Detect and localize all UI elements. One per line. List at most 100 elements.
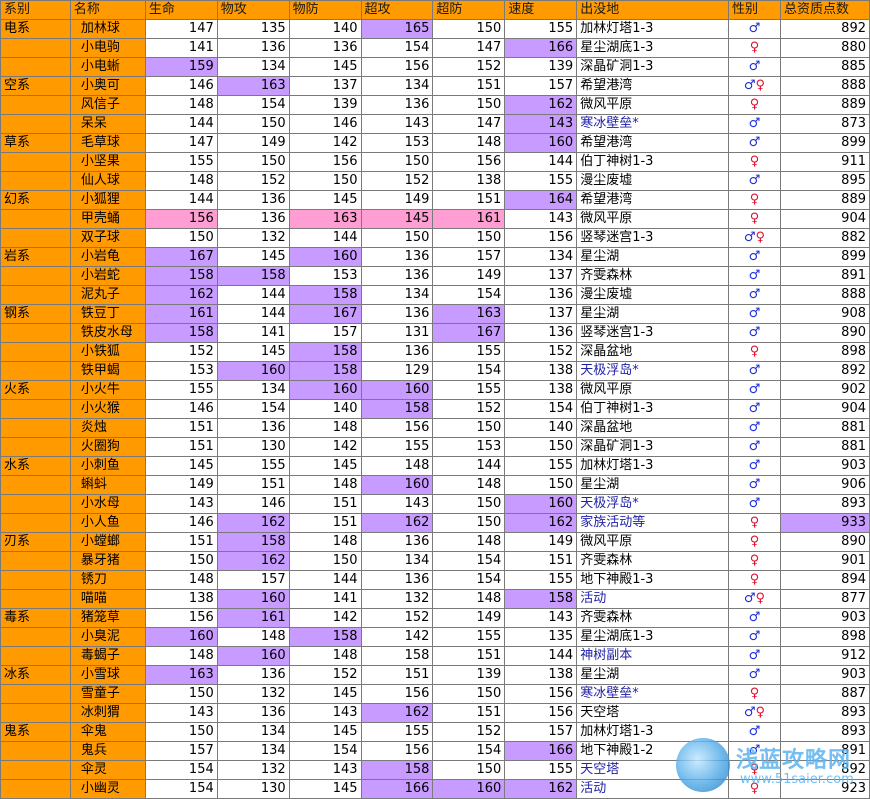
location-cell: 天空塔 (576, 760, 730, 780)
header-total: 总资质点数 (779, 0, 870, 20)
spdef-cell: 150 (432, 494, 506, 514)
atk-cell: 135 (216, 19, 290, 39)
hp-cell: 155 (144, 380, 218, 400)
speed-cell: 162 (504, 95, 578, 115)
spatk-cell: 136 (360, 95, 434, 115)
def-cell: 151 (288, 513, 362, 533)
def-cell: 140 (288, 19, 362, 39)
def-cell: 140 (288, 399, 362, 419)
table-row: 风信子 148 154 139 136 150 162 微风平原 ♀ 889 (0, 95, 870, 115)
location-cell: 微风平原 (576, 95, 730, 115)
gender-cell: ♀ (728, 95, 781, 115)
name-cell: 小刺鱼 (69, 456, 146, 476)
table-row: 毒系 猪笼草 156 161 142 152 149 143 齐雯森林 ♂ 903 (0, 608, 870, 628)
name-cell: 铁豆丁 (69, 304, 146, 324)
hp-cell: 141 (144, 38, 218, 58)
location-cell: 寒冰壁垒* (576, 114, 730, 134)
spatk-cell: 148 (360, 456, 434, 476)
speed-cell: 156 (504, 703, 578, 723)
type-cell: 冰系 (0, 665, 71, 685)
spatk-cell: 155 (360, 437, 434, 457)
hp-cell: 153 (144, 361, 218, 381)
location-cell: 伯丁神树1-3 (576, 399, 730, 419)
spatk-cell: 151 (360, 665, 434, 685)
hp-cell: 151 (144, 437, 218, 457)
total-cell: 912 (779, 646, 870, 666)
atk-cell: 149 (216, 133, 290, 153)
gender-cell: ♂ (728, 627, 781, 647)
speed-cell: 144 (504, 646, 578, 666)
header-def: 物防 (288, 0, 362, 20)
def-cell: 163 (288, 209, 362, 229)
male-icon: ♂ (748, 116, 761, 131)
name-cell: 小电驹 (69, 38, 146, 58)
hp-cell: 150 (144, 551, 218, 571)
hp-cell: 157 (144, 741, 218, 761)
spdef-cell: 157 (432, 247, 506, 267)
name-cell: 喵喵 (69, 589, 146, 609)
hp-cell: 159 (144, 57, 218, 77)
name-cell: 火圈狗 (69, 437, 146, 457)
atk-cell: 134 (216, 57, 290, 77)
hp-cell: 154 (144, 779, 218, 799)
table-row: 鬼系 伞鬼 150 134 145 155 152 157 加林灯塔1-3 ♂ 893 (0, 722, 870, 742)
def-cell: 136 (288, 38, 362, 58)
speed-cell: 143 (504, 114, 578, 134)
speed-cell: 154 (504, 399, 578, 419)
female-icon: ♀ (755, 230, 766, 245)
gender-cell: ♀ (728, 551, 781, 571)
name-cell: 小铁狐 (69, 342, 146, 362)
header-atk: 物攻 (216, 0, 290, 20)
type-cell (0, 152, 71, 172)
name-cell: 铁皮水母 (69, 323, 146, 343)
spatk-cell: 150 (360, 152, 434, 172)
male-icon: ♂ (748, 21, 761, 36)
type-cell (0, 114, 71, 134)
table-row: 小臭泥 160 148 158 142 155 135 星尘湖底1-3 ♂ 898 (0, 627, 870, 647)
table-row: 岩系 小岩龟 167 145 160 136 157 134 星尘湖 ♂ 899 (0, 247, 870, 267)
name-cell: 小火猴 (69, 399, 146, 419)
location-cell: 天极浮岛* (576, 361, 730, 381)
type-cell (0, 323, 71, 343)
location-cell: 活动 (576, 779, 730, 799)
header-hp: 生命 (144, 0, 218, 20)
def-cell: 158 (288, 285, 362, 305)
spdef-cell: 151 (432, 76, 506, 96)
gender-cell: ♂ (728, 456, 781, 476)
name-cell: 伞灵 (69, 760, 146, 780)
name-cell: 小电蜥 (69, 57, 146, 77)
spdef-cell: 139 (432, 665, 506, 685)
def-cell: 151 (288, 494, 362, 514)
atk-cell: 141 (216, 323, 290, 343)
speed-cell: 137 (504, 304, 578, 324)
type-cell (0, 494, 71, 514)
gender-cell: ♂ (728, 399, 781, 419)
total-cell: 888 (779, 76, 870, 96)
hp-cell: 147 (144, 133, 218, 153)
location-cell: 微风平原 (576, 532, 730, 552)
speed-cell: 151 (504, 551, 578, 571)
total-cell: 898 (779, 342, 870, 362)
atk-cell: 132 (216, 760, 290, 780)
def-cell: 141 (288, 589, 362, 609)
total-cell: 933 (779, 513, 870, 533)
type-cell (0, 266, 71, 286)
spatk-cell: 136 (360, 342, 434, 362)
hp-cell: 144 (144, 190, 218, 210)
atk-cell: 146 (216, 494, 290, 514)
type-cell: 鬼系 (0, 722, 71, 742)
type-cell (0, 779, 71, 799)
type-cell (0, 551, 71, 571)
type-cell (0, 209, 71, 229)
table-row: 水系 小刺鱼 145 155 145 148 144 155 加林灯塔1-3 ♂ 903 (0, 456, 870, 476)
def-cell: 154 (288, 741, 362, 761)
type-cell (0, 513, 71, 533)
speed-cell: 156 (504, 684, 578, 704)
header-gender: 性别 (728, 0, 781, 20)
female-icon: ♀ (749, 553, 760, 568)
type-cell: 电系 (0, 19, 71, 39)
table-row: 铁甲蝎 153 160 158 129 154 138 天极浮岛* ♂ 892 (0, 361, 870, 381)
hp-cell: 146 (144, 513, 218, 533)
location-cell: 深晶矿洞1-3 (576, 437, 730, 457)
spdef-cell: 154 (432, 551, 506, 571)
